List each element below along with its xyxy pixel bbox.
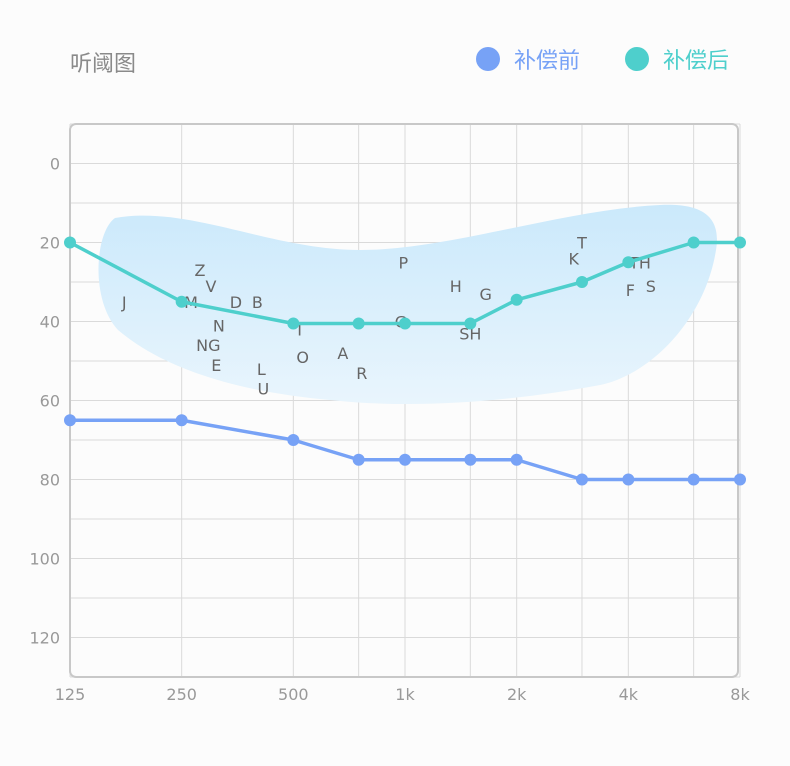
data-point-after xyxy=(287,317,300,330)
data-point-after xyxy=(399,317,411,330)
x-tick-label: 1k xyxy=(395,685,415,704)
chart-title: 听阈图 xyxy=(70,52,137,77)
phoneme-label: G xyxy=(479,285,491,304)
phoneme-label: A xyxy=(337,344,348,363)
phoneme-label: N xyxy=(213,316,225,335)
y-tick-label: 100 xyxy=(29,550,60,569)
phoneme-label: O xyxy=(296,348,309,367)
phoneme-label: F xyxy=(626,281,635,300)
x-axis-ticks: 125 250 500 1k 2k 4k 8k xyxy=(55,685,751,704)
phoneme-label: V xyxy=(206,277,217,296)
data-point-after xyxy=(175,295,188,308)
data-point-before xyxy=(510,453,523,466)
data-point-after xyxy=(510,293,523,306)
legend-dot-after-icon xyxy=(625,47,649,71)
phoneme-label: U xyxy=(257,380,269,399)
phoneme-label: H xyxy=(450,277,462,296)
phoneme-label: E xyxy=(211,356,221,375)
y-axis-ticks: 0 20 40 60 80 100 120 xyxy=(29,155,60,648)
series-layer xyxy=(64,236,746,486)
data-point-before xyxy=(399,453,411,466)
data-point-after xyxy=(622,256,635,269)
phoneme-label: SH xyxy=(459,324,481,343)
legend-dot-before-icon xyxy=(476,47,500,71)
y-tick-label: 40 xyxy=(40,313,60,332)
y-tick-label: 80 xyxy=(40,471,60,490)
legend-item-after[interactable]: 补偿后 xyxy=(625,44,729,74)
phoneme-label: T xyxy=(576,234,587,253)
data-point-after xyxy=(464,317,477,330)
phoneme-label: S xyxy=(646,277,656,296)
x-tick-label: 2k xyxy=(507,685,527,704)
phoneme-label: Z xyxy=(194,261,205,280)
x-tick-label: 8k xyxy=(730,685,750,704)
phoneme-label: D xyxy=(230,293,242,312)
phoneme-label: K xyxy=(568,249,579,268)
legend-label-before: 补偿前 xyxy=(514,49,581,74)
x-tick-label: 125 xyxy=(55,685,86,704)
phoneme-label: I xyxy=(297,320,302,339)
phoneme-label: P xyxy=(399,253,409,272)
plot-frame xyxy=(69,123,739,678)
y-tick-label: 60 xyxy=(40,392,60,411)
y-tick-label: 0 xyxy=(50,155,60,174)
speech-banana-area xyxy=(98,204,717,405)
data-point-before xyxy=(687,473,700,486)
data-point-before xyxy=(734,473,746,486)
phoneme-label: L xyxy=(257,360,266,379)
legend-label-after: 补偿后 xyxy=(663,49,730,74)
data-point-before xyxy=(464,453,477,466)
y-tick-label: 20 xyxy=(40,234,60,253)
data-point-after xyxy=(575,276,588,288)
phoneme-label: B xyxy=(252,293,263,312)
phoneme-label: NG xyxy=(196,336,220,355)
x-tick-label: 4k xyxy=(619,685,639,704)
legend-item-before[interactable]: 补偿前 xyxy=(476,44,580,74)
data-point-before xyxy=(175,414,188,427)
data-point-before xyxy=(352,453,365,466)
y-tick-label: 120 xyxy=(29,629,60,648)
phoneme-label: J xyxy=(121,293,127,312)
data-point-before xyxy=(287,434,300,446)
phoneme-label: R xyxy=(356,364,367,383)
data-point-before xyxy=(622,473,635,486)
data-point-after xyxy=(352,317,365,330)
data-point-before xyxy=(575,473,588,486)
x-tick-label: 250 xyxy=(166,685,197,704)
x-tick-label: 500 xyxy=(278,685,309,704)
data-point-after xyxy=(687,236,700,249)
data-point-after xyxy=(64,236,76,249)
data-point-after xyxy=(734,236,746,249)
phoneme-labels: JZVMDBNNGELUIOARPGHGSHTKTHFS xyxy=(121,234,656,399)
data-point-before xyxy=(64,414,76,427)
